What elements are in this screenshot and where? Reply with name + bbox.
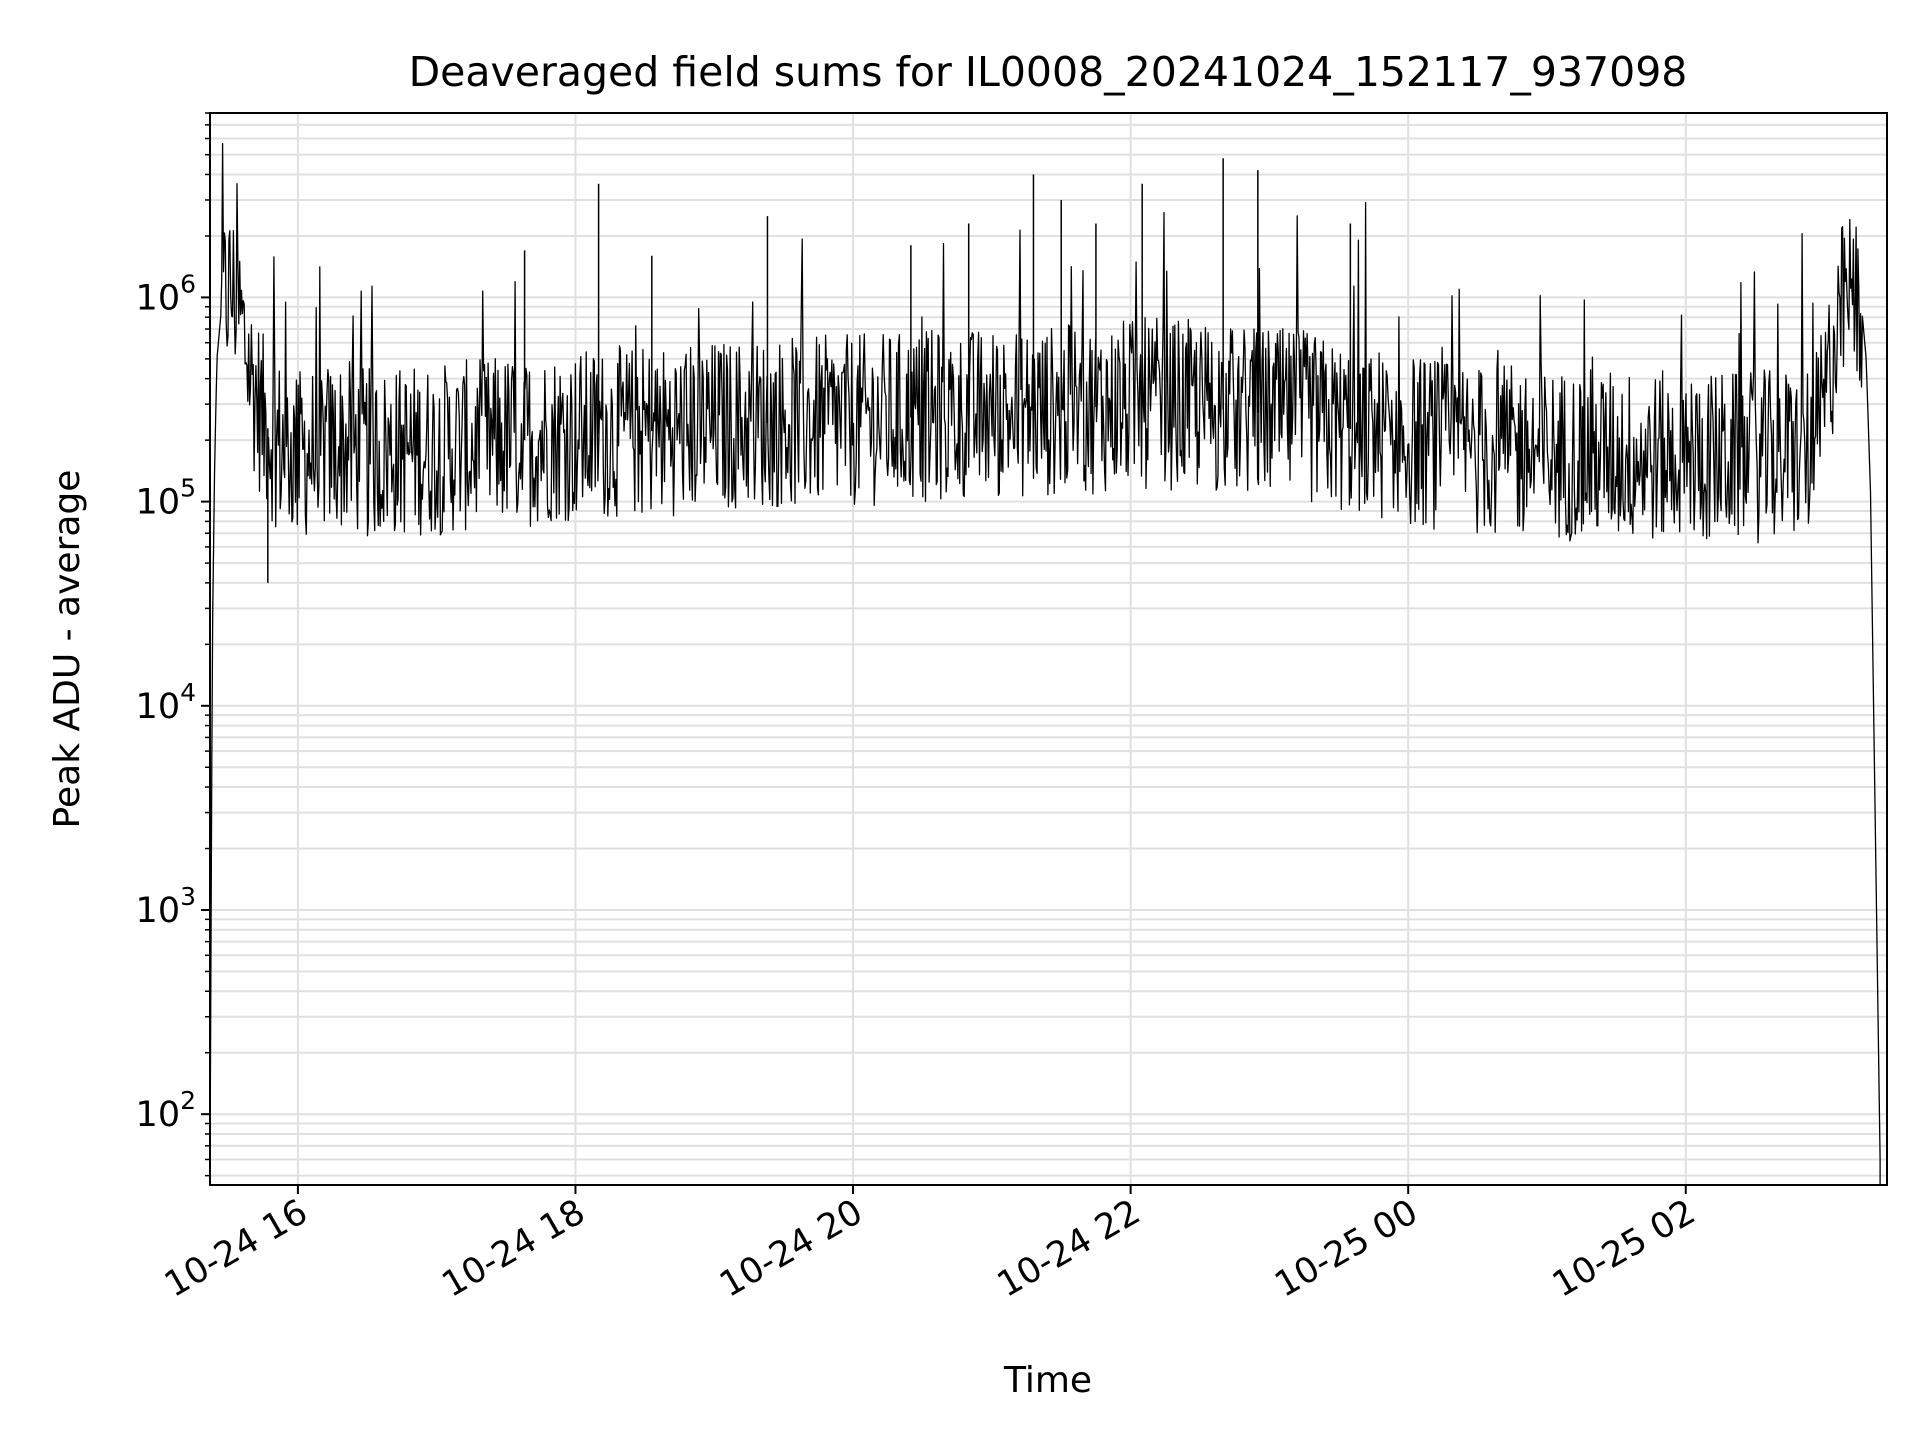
y-tick-label: 105: [136, 474, 196, 523]
y-tick-label: 102: [136, 1086, 196, 1135]
plot-frame: [209, 112, 1888, 1186]
y-tick-label: 106: [136, 269, 196, 318]
series-line: [209, 142, 1881, 1185]
x-axis-label: Time: [1003, 1360, 1092, 1401]
major-gridlines: [210, 113, 1887, 1185]
y-axis: 102 103 104 105 106: [136, 112, 210, 1177]
y-tick-label: 104: [136, 678, 196, 727]
chart-title: Deaveraged field sums for IL0008_2024102…: [409, 48, 1688, 96]
y-axis-label: Peak ADU - average: [47, 470, 88, 829]
y-tick-label: 103: [136, 882, 196, 931]
data-series: [209, 142, 1881, 1185]
